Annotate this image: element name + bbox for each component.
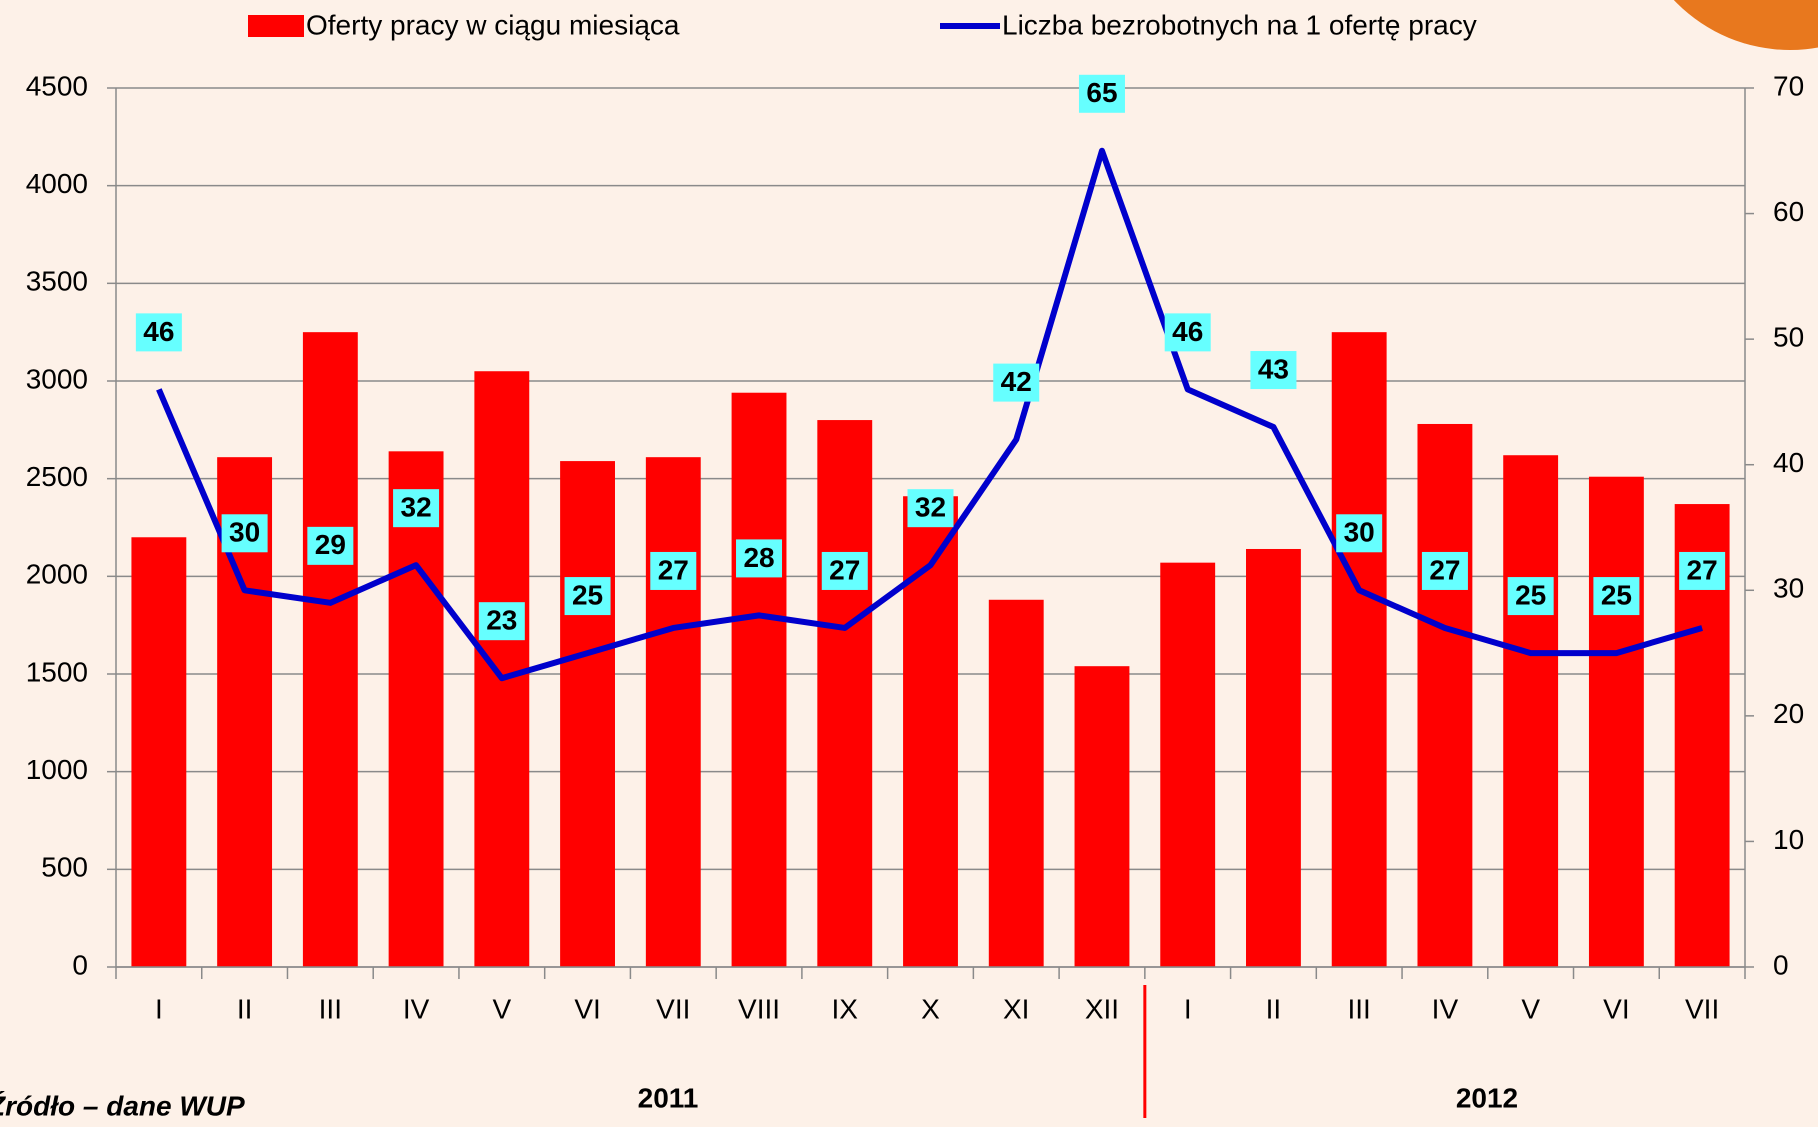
y-tick-label: 2000 (26, 559, 88, 590)
data-label: 32 (915, 492, 946, 523)
x-tick-label: II (1266, 993, 1282, 1024)
bar (303, 332, 358, 967)
bar (732, 393, 787, 967)
y-tick-label: 3000 (26, 363, 88, 394)
data-label: 27 (1429, 554, 1460, 585)
source-note: Źródło – dane WUP (0, 1090, 245, 1121)
y2-tick-label: 30 (1773, 573, 1804, 604)
page: 0 500 1000 1500 2000 2500 3000 3500 4000 4500 0 10 2… (0, 0, 1818, 1127)
legend-label: Liczba bezrobotnych na 1 ofertę pracy (1002, 9, 1477, 40)
x-tick-label: VI (1603, 993, 1629, 1024)
y-tick-label: 1000 (26, 754, 88, 785)
data-label: 27 (1687, 554, 1718, 585)
data-label: 27 (658, 554, 689, 585)
x-tick-label: IV (403, 993, 430, 1024)
bar (1160, 563, 1215, 967)
y2-tick-label: 10 (1773, 824, 1804, 855)
legend-label: Oferty pracy w ciągu miesiąca (306, 9, 680, 40)
bar (474, 371, 529, 967)
data-label: 43 (1258, 353, 1289, 384)
bar (1589, 477, 1644, 967)
data-label: 32 (401, 492, 432, 523)
bar (131, 537, 186, 967)
x-tick-label: II (237, 993, 253, 1024)
y-tick-label: 1500 (26, 656, 88, 687)
x-tick-label: I (155, 993, 163, 1024)
x-tick-label: I (1184, 993, 1192, 1024)
bar (1503, 455, 1558, 967)
data-label: 42 (1001, 366, 1032, 397)
bar (817, 420, 872, 967)
y-tick-label: 4500 (26, 70, 88, 101)
y-tick-label: 0 (72, 949, 88, 980)
x-tick-label: XII (1085, 993, 1119, 1024)
x-tick-label: X (921, 993, 940, 1024)
bar (389, 451, 444, 967)
x-tick-label: III (1348, 993, 1371, 1024)
data-label: 30 (229, 517, 260, 548)
x-tick-label: VIII (738, 993, 780, 1024)
year-label: 2011 (638, 1082, 699, 1113)
bar (1417, 424, 1472, 967)
bar (560, 461, 615, 967)
x-tick-label: V (492, 993, 511, 1024)
data-label: 25 (1601, 579, 1632, 610)
data-label: 25 (1515, 579, 1546, 610)
data-label: 29 (315, 529, 346, 560)
bar (1246, 549, 1301, 967)
year-label: 2012 (1456, 1082, 1518, 1113)
y2-tick-label: 0 (1773, 949, 1789, 980)
bar (1075, 666, 1130, 967)
y2-tick-label: 40 (1773, 447, 1804, 478)
x-tick-label: IX (832, 993, 859, 1024)
y2-tick-label: 70 (1773, 70, 1804, 101)
y-tick-label: 4000 (26, 168, 88, 199)
x-tick-label: XI (1003, 993, 1029, 1024)
data-label: 27 (829, 554, 860, 585)
bar (989, 600, 1044, 967)
y-tick-label: 500 (41, 852, 88, 883)
data-label: 23 (486, 605, 517, 636)
y2-tick-label: 60 (1773, 196, 1804, 227)
x-tick-label: III (319, 993, 342, 1024)
data-label: 46 (143, 316, 174, 347)
y2-tick-label: 20 (1773, 698, 1804, 729)
data-label: 28 (743, 542, 774, 573)
data-label: 65 (1086, 77, 1117, 108)
x-tick-label: IV (1432, 993, 1459, 1024)
y-tick-label: 2500 (26, 461, 88, 492)
bar (646, 457, 701, 967)
y-tick-label: 3500 (26, 266, 88, 297)
x-tick-label: VII (656, 993, 690, 1024)
data-label: 25 (572, 579, 603, 610)
data-label: 30 (1344, 517, 1375, 548)
x-tick-label: VI (574, 993, 600, 1024)
bar (1332, 332, 1387, 967)
y2-tick-label: 50 (1773, 322, 1804, 353)
chart: 0 500 1000 1500 2000 2500 3000 3500 4000 4500 0 10 2… (0, 0, 1818, 1127)
x-tick-label: VII (1685, 993, 1719, 1024)
legend-swatch (248, 15, 304, 37)
x-tick-label: V (1521, 993, 1540, 1024)
data-label: 46 (1172, 316, 1203, 347)
